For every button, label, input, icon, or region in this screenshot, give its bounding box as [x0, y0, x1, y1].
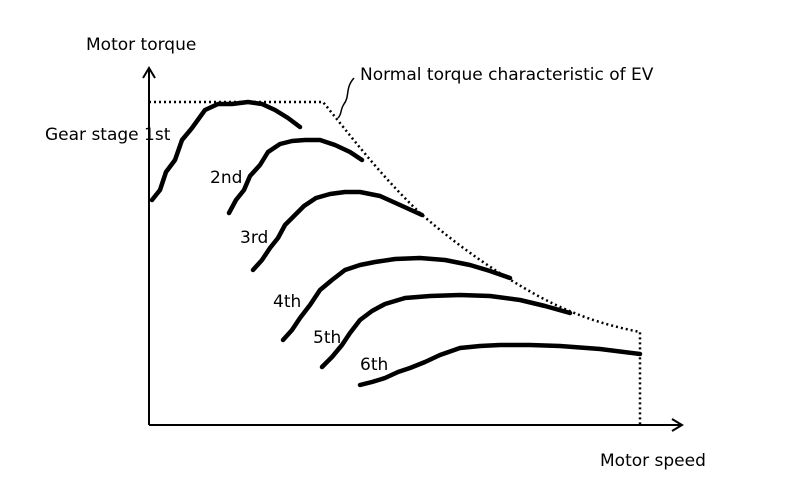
gear-curve — [280, 255, 513, 343]
gear-curve — [250, 189, 425, 273]
gear-label: 2nd — [210, 168, 242, 188]
gear-curve — [149, 99, 303, 203]
gear-label: Gear stage 1st — [45, 125, 171, 145]
annotation: Normal torque characteristic of EV — [360, 65, 654, 85]
x-axis-label: Motor speed — [600, 451, 706, 471]
gear-label: 3rd — [240, 228, 268, 248]
gear-curve — [319, 292, 573, 370]
gear-curve — [226, 137, 365, 216]
gear-label: 4th — [273, 292, 301, 312]
gear-curve — [357, 342, 643, 388]
gear-label: 5th — [313, 328, 341, 348]
ev-characteristic — [149, 100, 642, 425]
gear-label: 6th — [360, 355, 388, 375]
y-axis-label: Motor torque — [86, 35, 196, 55]
annotation-pointer — [337, 77, 355, 119]
